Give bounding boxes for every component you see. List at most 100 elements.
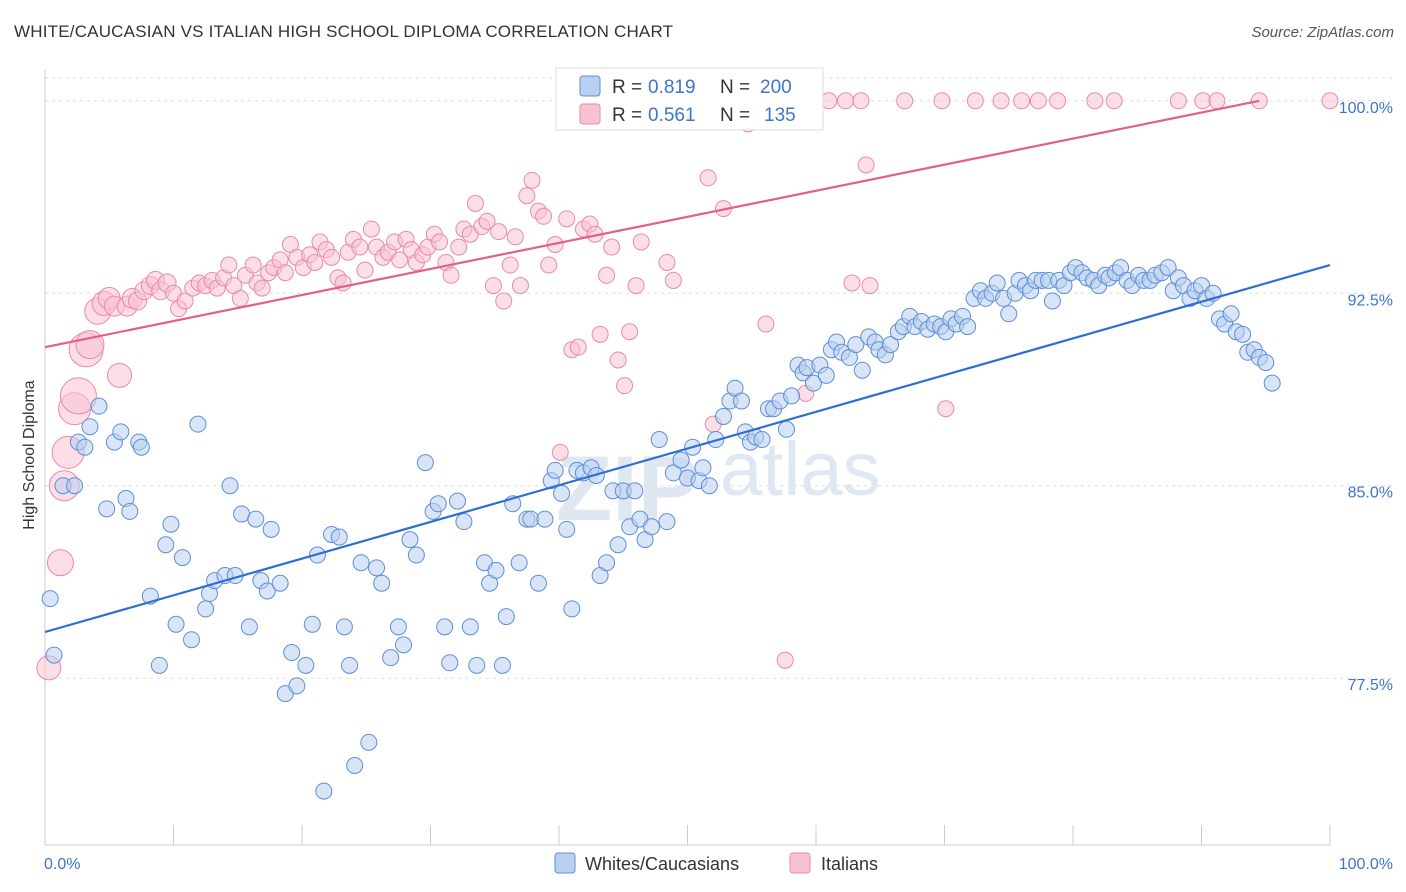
scatter-point [882, 336, 900, 354]
axis-layer [44, 70, 1330, 846]
scatter-point [753, 431, 771, 449]
scatter-point [276, 264, 294, 282]
scatter-point [609, 351, 627, 369]
scatter-point [510, 554, 528, 572]
scatter-point [416, 454, 434, 472]
scatter-point [436, 618, 454, 636]
series-legend-swatch-whites [554, 852, 576, 874]
y-tick-label: 92.5% [1348, 292, 1393, 309]
series-legend-label-whites: Whites/Caucasians [585, 854, 739, 874]
scatter-point [988, 274, 1006, 292]
scatter-point [132, 438, 150, 456]
scatter-point [497, 608, 515, 626]
scatter-point [804, 374, 822, 392]
trend-line-italians [44, 99, 1260, 349]
scatter-point [817, 366, 835, 384]
scatter-point [1194, 92, 1212, 110]
scatter-point [395, 636, 413, 654]
scatter-point [315, 782, 333, 800]
scatter-point [1013, 92, 1031, 110]
x-tick-label: 100.0% [1339, 856, 1393, 873]
correlation-legend: R = 0.819 N = 200 R = 0.561 N = 135 [555, 67, 824, 131]
trend-line-whites [44, 263, 1331, 634]
scatter-point [46, 549, 74, 577]
scatter-point [896, 92, 914, 110]
scatter-point [182, 631, 200, 649]
scatter-point [959, 318, 977, 336]
scatter-point [506, 228, 524, 246]
scatter-point [1029, 92, 1047, 110]
scatter-point [45, 646, 63, 664]
scatter-point [303, 615, 321, 633]
scatter-point [442, 266, 460, 284]
scatter-point [1086, 92, 1104, 110]
scatter-point [700, 477, 718, 495]
scatter-point [1105, 92, 1123, 110]
legend-swatch-whites [579, 75, 601, 97]
scatter-point [468, 656, 486, 674]
legend-n-value-italians: 135 [764, 105, 796, 126]
scatter-point [197, 600, 215, 618]
scatter-point [843, 274, 861, 292]
scatter-point [112, 423, 130, 441]
scatter-point [992, 92, 1010, 110]
scatter-point [221, 477, 239, 495]
scatter-point [621, 323, 639, 341]
scatter-point [66, 477, 84, 495]
scatter-point [558, 520, 576, 538]
scatter-point [401, 531, 419, 549]
scatter-point [1263, 374, 1281, 392]
y-tick-labels: 100.0% 92.5% 85.0% 77.5% [1339, 100, 1393, 694]
scatter-point [448, 492, 466, 510]
scatter-point [59, 377, 97, 415]
y-tick-label: 77.5% [1348, 677, 1393, 694]
scatter-point [658, 253, 676, 271]
scatter-point [41, 590, 59, 608]
scatter-point [351, 238, 369, 256]
y-axis-label: High School Diploma [21, 380, 38, 530]
chart-title: WHITE/CAUCASIAN VS ITALIAN HIGH SCHOOL D… [14, 22, 674, 41]
scatter-point [323, 248, 341, 266]
scatter-point [487, 561, 505, 579]
scatter-point [288, 677, 306, 695]
scatter-point [240, 618, 258, 636]
scatter-point [1169, 92, 1187, 110]
scatter-point [306, 253, 324, 271]
scatter-point [518, 187, 536, 205]
scatter-point [569, 338, 587, 356]
scatter-point [563, 600, 581, 618]
scatter-point [493, 656, 511, 674]
scatter-point [407, 546, 425, 564]
scatter-point [253, 279, 271, 297]
scatter-point [694, 459, 712, 477]
scatter-point [1159, 259, 1177, 277]
scatter-point [356, 261, 374, 279]
scatter-point [389, 618, 407, 636]
x-tick-label: 0.0% [44, 856, 80, 873]
legend-r-value-italians: 0.561 [648, 105, 696, 126]
scatter-point [76, 438, 94, 456]
scatter-point [511, 277, 529, 295]
scatter-point [847, 336, 865, 354]
scatter-point [247, 510, 265, 528]
scatter-point [90, 397, 108, 415]
scatter-point [107, 362, 133, 388]
scatter-point [121, 502, 139, 520]
legend-n-label-italians: N = [720, 105, 750, 126]
scatter-point [757, 315, 775, 333]
scatter-point [335, 618, 353, 636]
whites-points [41, 259, 1281, 800]
scatter-point [536, 510, 554, 528]
scatter-point [626, 482, 644, 500]
scatter-point [297, 656, 315, 674]
scatter-point [1000, 305, 1018, 323]
scatter-point [852, 92, 870, 110]
legend-r-value-whites: 0.819 [648, 77, 696, 98]
scatter-point [529, 574, 547, 592]
scatter-point [429, 495, 447, 513]
y-tick-label: 100.0% [1339, 100, 1393, 117]
scatter-point [643, 518, 661, 536]
legend-swatch-italians [579, 103, 601, 125]
series-legend: Whites/Caucasians Italians [554, 852, 878, 874]
